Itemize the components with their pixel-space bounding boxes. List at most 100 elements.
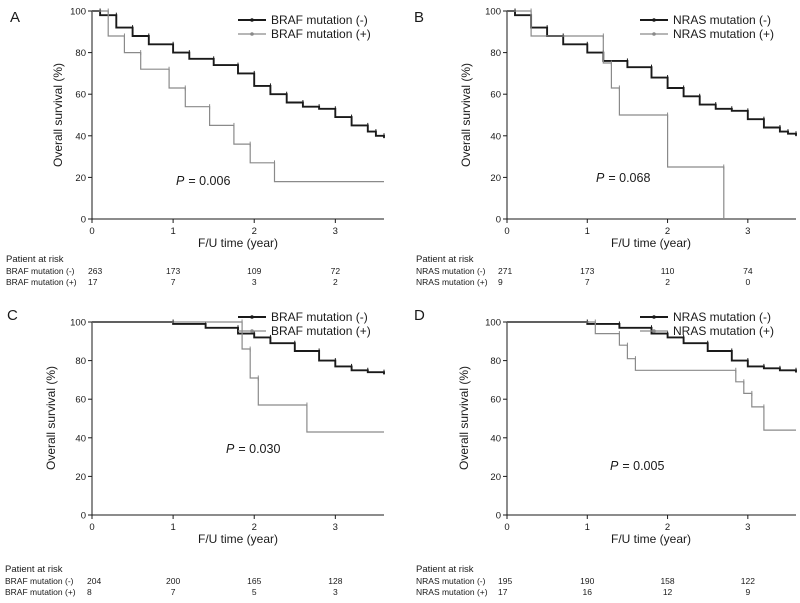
y-tick-label: 0 <box>81 511 86 522</box>
y-tick-label: 40 <box>75 131 86 142</box>
risk-count: 9 <box>498 277 503 287</box>
legend-marker <box>652 315 656 319</box>
legend-label: BRAF mutation (-) <box>271 310 368 324</box>
y-tick-label: 20 <box>490 173 501 184</box>
panel-letter: A <box>10 9 20 26</box>
risk-count: 109 <box>247 266 261 276</box>
x-tick-label: 3 <box>745 522 750 533</box>
legend-label: NRAS mutation (+) <box>673 324 774 338</box>
risk-count: 3 <box>333 587 338 597</box>
risk-row-label: NRAS mutation (-) <box>416 576 486 586</box>
legend-label: NRAS mutation (-) <box>673 13 771 27</box>
series-line-positive <box>507 321 796 431</box>
x-tick-label: 3 <box>333 522 338 533</box>
p-value-text: = 0.068 <box>608 171 650 185</box>
risk-count: 74 <box>743 266 753 276</box>
x-tick-label: 0 <box>89 226 94 237</box>
p-value-annotation: P = 0.030 <box>226 442 280 456</box>
y-axis-title: Overall survival (%) <box>457 366 471 470</box>
p-value-annotation: P = 0.006 <box>176 174 230 188</box>
y-tick-label: 20 <box>75 472 86 483</box>
panel-letter: C <box>7 307 18 324</box>
series-line-negative <box>507 321 797 373</box>
x-tick-label: 0 <box>89 522 94 533</box>
legend-label: BRAF mutation (+) <box>271 27 371 41</box>
panel-c: C 0 20 40 60 80 100 0 1 2 3 Overall survival (%) F/U… <box>5 307 385 597</box>
x-tick-label: 2 <box>665 522 670 533</box>
legend-marker <box>250 315 254 319</box>
y-tick-label: 100 <box>485 7 501 18</box>
legend-marker <box>652 32 656 36</box>
risk-count: 17 <box>88 277 98 287</box>
p-symbol: P <box>596 171 605 185</box>
legend-label: NRAS mutation (+) <box>673 27 774 41</box>
risk-row-label: BRAF mutation (-) <box>5 576 74 586</box>
risk-count: 195 <box>498 576 512 586</box>
y-tick-label: 60 <box>490 90 501 101</box>
risk-table-title: Patient at risk <box>6 254 64 265</box>
p-value-annotation: P = 0.005 <box>610 459 664 473</box>
x-tick-label: 1 <box>170 226 175 237</box>
risk-count: 72 <box>331 266 341 276</box>
series-line-positive <box>92 321 384 433</box>
series-line-positive <box>92 10 384 183</box>
x-tick-label: 1 <box>585 226 590 237</box>
x-axis-title: F/U time (year) <box>198 236 278 250</box>
y-tick-label: 60 <box>490 395 501 406</box>
y-tick-label: 100 <box>70 7 86 18</box>
x-tick-label: 1 <box>585 522 590 533</box>
series-line-positive <box>507 10 725 219</box>
risk-row-label: NRAS mutation (-) <box>416 266 486 276</box>
x-axis-title: F/U time (year) <box>611 532 691 546</box>
legend-marker <box>652 329 656 333</box>
risk-count: 7 <box>171 277 176 287</box>
risk-count: 2 <box>333 277 338 287</box>
x-tick-label: 1 <box>170 522 175 533</box>
series-line-negative <box>92 10 385 138</box>
y-tick-label: 80 <box>490 48 501 59</box>
x-tick-label: 2 <box>252 226 257 237</box>
y-tick-label: 80 <box>75 356 86 367</box>
legend-marker <box>250 18 254 22</box>
y-tick-label: 100 <box>70 318 86 329</box>
risk-count: 110 <box>661 266 675 276</box>
y-axis-title: Overall survival (%) <box>51 63 65 167</box>
p-value-text: = 0.030 <box>238 442 280 456</box>
y-tick-label: 20 <box>490 472 501 483</box>
risk-count: 17 <box>498 587 508 597</box>
risk-table-title: Patient at risk <box>416 564 474 575</box>
risk-count: 271 <box>498 266 512 276</box>
risk-count: 3 <box>252 277 257 287</box>
risk-row-label: BRAF mutation (+) <box>5 587 76 597</box>
y-tick-label: 60 <box>75 395 86 406</box>
risk-count: 12 <box>663 587 673 597</box>
risk-count: 263 <box>88 266 102 276</box>
p-symbol: P <box>226 442 235 456</box>
y-tick-label: 40 <box>75 433 86 444</box>
risk-count: 7 <box>585 277 590 287</box>
risk-table-title: Patient at risk <box>416 254 474 265</box>
legend-marker <box>250 32 254 36</box>
y-tick-label: 100 <box>485 318 501 329</box>
risk-row-label: NRAS mutation (+) <box>416 587 488 597</box>
legend-label: NRAS mutation (-) <box>673 310 771 324</box>
risk-row-label: BRAF mutation (+) <box>6 277 77 287</box>
x-tick-label: 2 <box>252 522 257 533</box>
y-tick-label: 60 <box>75 90 86 101</box>
risk-table-title: Patient at risk <box>5 564 63 575</box>
risk-count: 2 <box>665 277 670 287</box>
risk-count: 165 <box>247 576 261 586</box>
y-tick-label: 0 <box>496 215 501 226</box>
legend-label: BRAF mutation (+) <box>271 324 371 338</box>
legend-marker <box>652 18 656 22</box>
panel-letter: D <box>414 307 425 324</box>
risk-count: 173 <box>580 266 594 276</box>
y-tick-label: 0 <box>81 215 86 226</box>
x-axis-title: F/U time (year) <box>198 532 278 546</box>
risk-count: 5 <box>252 587 257 597</box>
risk-row-label: BRAF mutation (-) <box>6 266 75 276</box>
risk-count: 122 <box>741 576 755 586</box>
x-tick-label: 2 <box>665 226 670 237</box>
